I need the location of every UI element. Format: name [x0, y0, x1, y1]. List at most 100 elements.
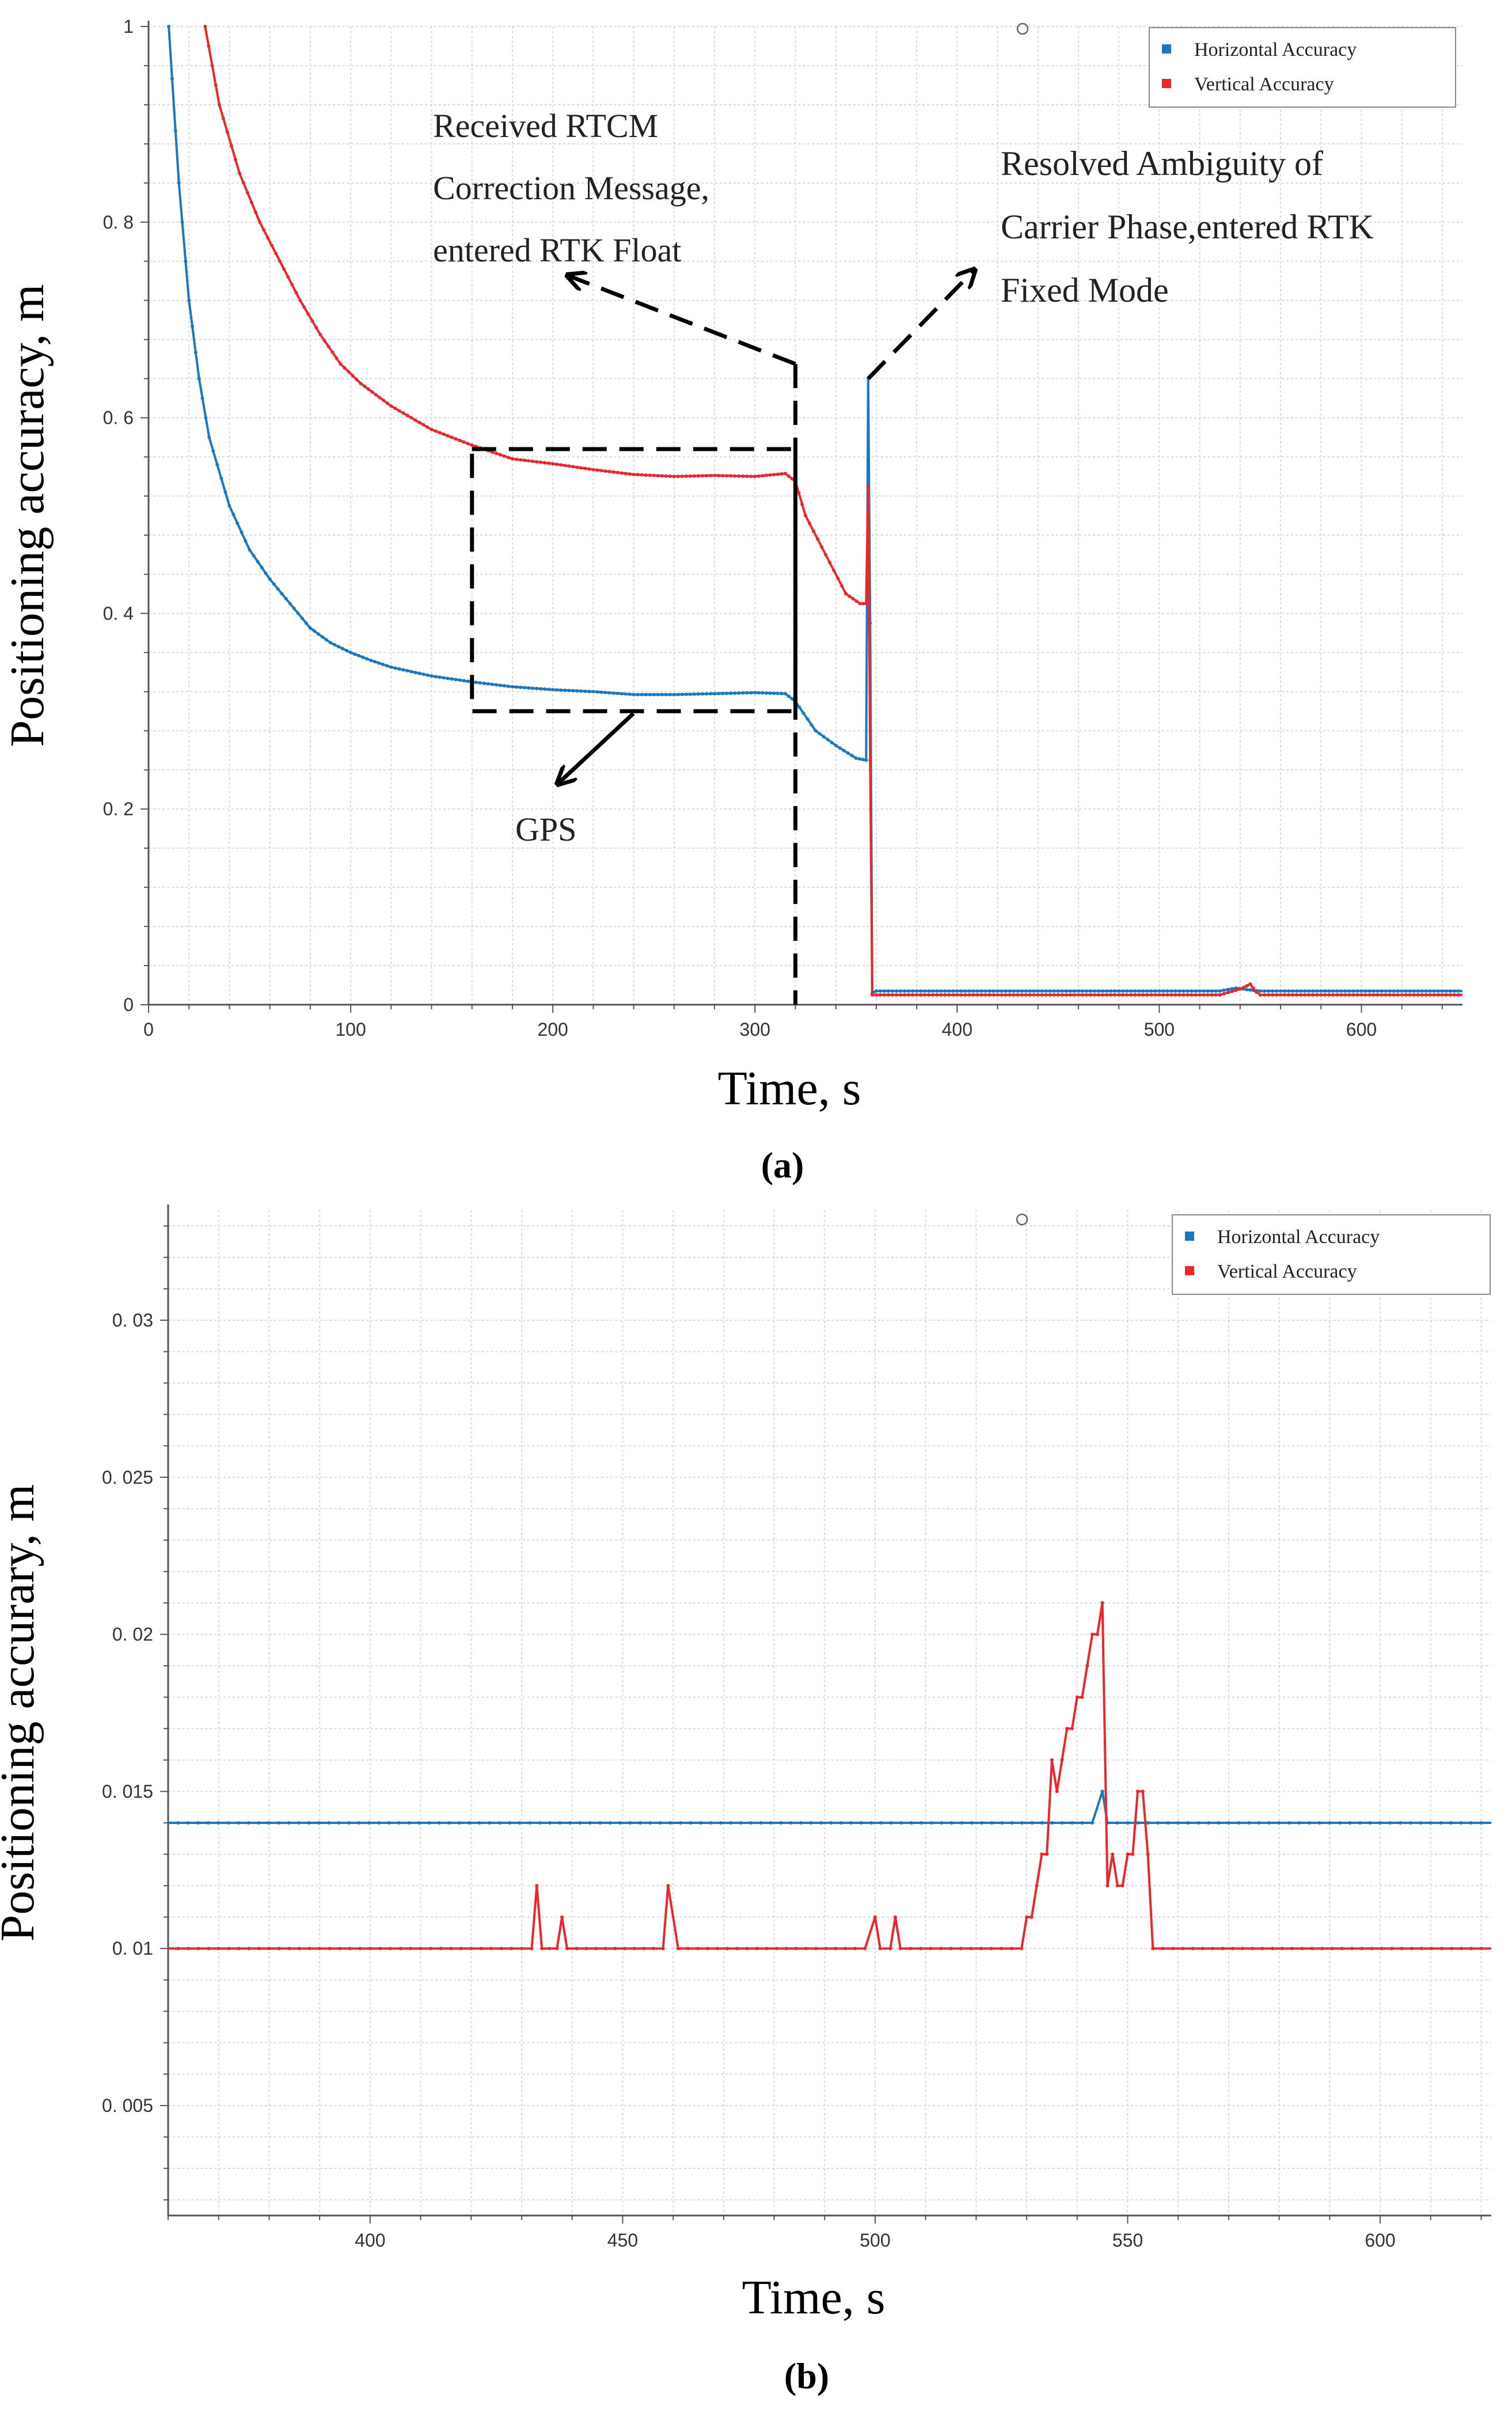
data-point [907, 989, 910, 993]
data-point [1420, 989, 1424, 993]
annotation-rtk-float-line: Correction Message, [433, 169, 709, 207]
data-point [830, 740, 834, 744]
data-point [1077, 989, 1080, 993]
data-point [1311, 993, 1315, 997]
data-point [1024, 989, 1028, 993]
data-point [949, 1947, 953, 1951]
data-point [591, 690, 595, 694]
data-point [1012, 989, 1016, 993]
data-point [854, 599, 858, 603]
data-point [628, 1821, 632, 1825]
data-point [940, 1821, 944, 1825]
y-tick-label: 0. 8 [103, 212, 134, 233]
data-point [373, 660, 377, 664]
data-point [1420, 1947, 1423, 1951]
data-point [1281, 1947, 1284, 1951]
data-point [898, 1947, 902, 1951]
data-point [210, 64, 214, 67]
data-point [753, 691, 757, 694]
data-point [1206, 993, 1210, 997]
data-point [417, 420, 421, 424]
data-point [680, 693, 684, 697]
data-point [477, 1821, 481, 1825]
data-point [658, 1821, 662, 1825]
data-point [882, 989, 886, 993]
data-point [874, 989, 878, 993]
data-point [247, 1947, 251, 1951]
data-point [242, 181, 245, 185]
series-markers [168, 1601, 1483, 1951]
data-point [836, 576, 840, 580]
data-point [1060, 993, 1064, 997]
data-point [1048, 989, 1052, 993]
annotations-a: Received RTCM Correction Message, entered … [433, 107, 1374, 1005]
data-point [963, 993, 967, 997]
data-point [1320, 1947, 1324, 1951]
data-point [1115, 1821, 1119, 1825]
data-point [1115, 1884, 1119, 1888]
data-point [648, 1821, 652, 1825]
data-point [1100, 1601, 1104, 1605]
data-point [717, 691, 720, 696]
data-point [551, 462, 555, 466]
data-point [1113, 989, 1117, 993]
data-point [246, 191, 249, 195]
data-point [446, 434, 450, 438]
data-point [588, 1821, 592, 1825]
data-point [449, 1947, 453, 1951]
data-point [1390, 1947, 1394, 1951]
data-point [338, 1947, 342, 1951]
data-point [991, 993, 996, 997]
data-point [527, 459, 530, 463]
data-point [1270, 1947, 1274, 1951]
data-point [668, 1821, 673, 1825]
legend-swatch [1162, 44, 1171, 54]
data-point [1149, 993, 1153, 997]
data-point [409, 670, 413, 674]
data-point [278, 259, 282, 263]
data-point [1408, 993, 1412, 997]
data-point [1190, 993, 1194, 997]
data-point [1400, 1947, 1404, 1951]
data-point [276, 587, 280, 591]
data-point [539, 687, 543, 691]
data-point [969, 1947, 973, 1951]
data-point [1460, 1947, 1464, 1951]
data-point [369, 659, 373, 662]
data-point [1093, 993, 1096, 997]
legend-swatch [1185, 1266, 1194, 1275]
data-point [1400, 989, 1404, 993]
data-point [401, 668, 405, 672]
data-point [231, 512, 235, 516]
data-point [745, 474, 749, 478]
data-point [1408, 1821, 1412, 1825]
data-point [1338, 1821, 1342, 1825]
data-point [274, 252, 278, 256]
data-point [1070, 1727, 1074, 1731]
data-point [579, 689, 583, 693]
data-point [759, 1821, 763, 1825]
data-point [297, 1821, 301, 1825]
data-point [358, 1947, 362, 1951]
data-point [639, 1821, 642, 1825]
data-point [909, 1947, 913, 1951]
data-point [603, 690, 607, 694]
data-point [1044, 993, 1048, 997]
data-point [1068, 989, 1072, 993]
legend-b: Horizontal Accuracy Vertical Accuracy [1172, 1214, 1491, 1295]
data-point [1105, 989, 1109, 993]
data-point [1251, 1947, 1255, 1951]
data-point [288, 602, 292, 606]
data-point [1267, 993, 1270, 997]
data-point [824, 553, 828, 557]
data-point [820, 545, 824, 549]
data-point [1095, 1632, 1099, 1636]
data-point [1177, 993, 1182, 997]
data-point [578, 1821, 582, 1825]
data-point [1141, 989, 1145, 993]
data-point [620, 471, 624, 475]
data-point [543, 687, 547, 691]
data-point [290, 283, 294, 287]
data-point [207, 435, 211, 439]
data-point [206, 1821, 210, 1825]
